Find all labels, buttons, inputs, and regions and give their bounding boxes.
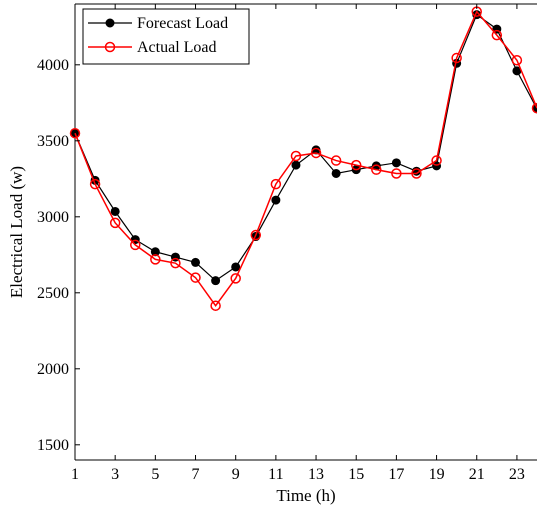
legend-label-actual: Actual Load: [137, 39, 217, 56]
x-tick-label: 5: [151, 466, 159, 483]
data-point: [250, 229, 262, 241]
data-point: [331, 168, 341, 178]
data-point: [190, 272, 201, 283]
x-tick-label: 13: [308, 466, 324, 483]
data-point: [511, 54, 523, 66]
data-point: [531, 102, 537, 114]
y-tick-label: 2000: [37, 361, 69, 378]
y-tick-label: 4000: [37, 57, 69, 74]
series-layer: [69, 6, 537, 311]
data-point: [391, 158, 401, 168]
data-point: [69, 127, 81, 139]
data-point: [451, 52, 462, 64]
data-point: [109, 217, 121, 229]
data-point: [191, 257, 201, 267]
x-tick-label: 1: [71, 466, 79, 483]
data-point: [210, 300, 221, 311]
x-tick-label: 7: [192, 466, 200, 483]
data-point: [491, 29, 503, 41]
legend-marker-forecast: [105, 18, 115, 28]
data-point: [150, 247, 160, 257]
y-tick-label: 3500: [37, 133, 69, 150]
data-point: [371, 164, 382, 175]
x-axis-title: Time (h): [276, 486, 335, 505]
data-point: [230, 273, 241, 284]
legend: Forecast Load Actual Load: [82, 8, 250, 65]
y-tick-label: 2500: [37, 285, 69, 302]
x-tick-label: 11: [268, 466, 283, 483]
data-point: [150, 254, 161, 265]
plot-area: [74, 3, 537, 461]
data-point: [110, 206, 120, 216]
x-tick-label: 9: [232, 466, 240, 483]
data-point: [231, 262, 241, 272]
x-tick-label: 3: [111, 466, 119, 483]
data-point: [170, 257, 181, 269]
legend-label-forecast: Forecast Load: [137, 15, 228, 32]
data-point: [130, 239, 141, 251]
data-point: [411, 168, 422, 179]
x-tick-label: 17: [388, 466, 404, 483]
data-point: [211, 276, 221, 286]
data-point: [270, 178, 282, 190]
x-tick-label: 21: [469, 466, 485, 483]
legend-item-actual: Actual Load: [88, 39, 217, 56]
legend-item-forecast: Forecast Load: [88, 15, 228, 32]
data-point: [290, 150, 302, 162]
y-tick-label: 1500: [37, 437, 69, 454]
data-point: [89, 178, 101, 190]
data-point: [432, 161, 442, 171]
x-tick-label: 15: [348, 466, 364, 483]
x-tick-label: 23: [509, 466, 525, 483]
data-point: [291, 160, 301, 170]
series-forecast: [70, 10, 537, 286]
data-point: [330, 155, 342, 166]
data-point: [350, 159, 362, 171]
data-point: [310, 147, 322, 159]
x-tick-label: 19: [429, 466, 445, 483]
data-point: [391, 168, 402, 179]
y-tick-label: 3000: [37, 209, 69, 226]
series-actual: [69, 6, 537, 311]
legend-box: [82, 8, 250, 65]
y-axis-title: Electrical Load (w): [7, 166, 26, 298]
data-point: [271, 195, 281, 205]
legend-marker-actual: [104, 41, 116, 53]
data-point: [431, 155, 442, 166]
axis-layer: Time (h) Electrical Load (w) 1 3 5 7 9 11 13 15…: [7, 4, 525, 505]
